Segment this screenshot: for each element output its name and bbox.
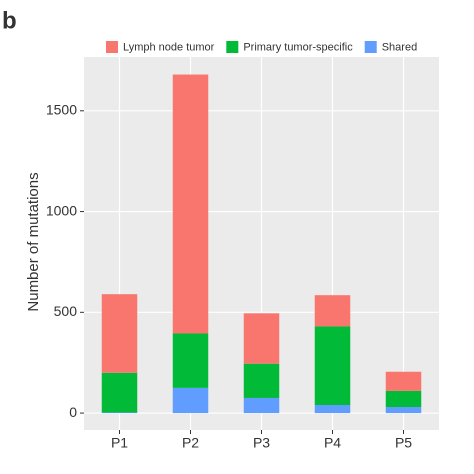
bar-segment	[243, 397, 280, 414]
x-tick-label: P3	[253, 435, 270, 451]
bar-segment	[101, 412, 138, 414]
bar-segment	[101, 372, 138, 413]
x-tick-label: P2	[182, 435, 199, 451]
bar-segment	[385, 407, 422, 414]
legend-key	[364, 41, 377, 53]
bar-segment	[172, 387, 209, 414]
legend-label: Primary tumor-specific	[243, 41, 353, 53]
bar-segment	[243, 363, 280, 398]
bar-segment	[385, 390, 422, 408]
panel-label: b	[2, 7, 17, 34]
bar-segment	[314, 405, 351, 414]
y-axis-label: Number of mutations	[25, 172, 42, 311]
y-tick-label: 1000	[46, 202, 77, 218]
bar-segment	[101, 294, 138, 373]
legend-label: Shared	[382, 41, 417, 53]
legend-key	[226, 41, 239, 53]
bar-segment	[314, 326, 351, 406]
y-tick-label: 1500	[46, 102, 77, 118]
bar-segment	[243, 313, 280, 364]
legend-key	[106, 41, 118, 53]
bar-segment	[172, 74, 209, 334]
x-tick-label: P4	[324, 435, 341, 451]
x-tick-label: P5	[395, 435, 412, 451]
bar-segment	[385, 371, 422, 391]
y-tick-label: 500	[54, 303, 78, 319]
bar-segment	[314, 295, 351, 327]
y-tick-label: 0	[69, 404, 77, 420]
bar-segment	[172, 333, 209, 388]
x-tick-label: P1	[111, 435, 128, 451]
legend-label: Lymph node tumor	[123, 41, 215, 53]
